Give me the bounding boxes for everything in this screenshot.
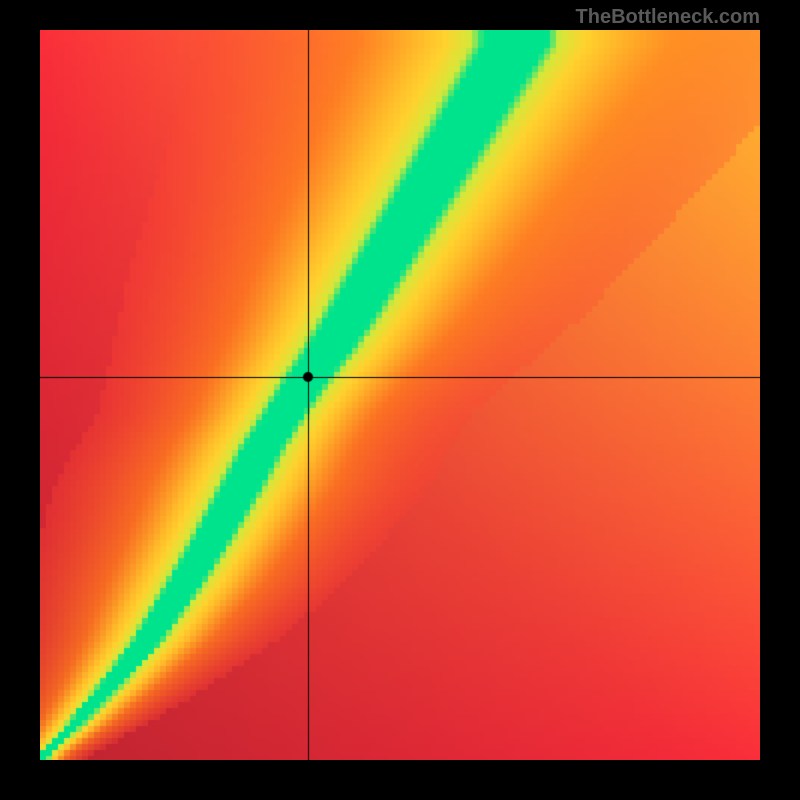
bottleneck-heatmap — [40, 30, 760, 760]
watermark-text: TheBottleneck.com — [576, 6, 760, 29]
chart-container: TheBottleneck.com — [0, 0, 800, 800]
